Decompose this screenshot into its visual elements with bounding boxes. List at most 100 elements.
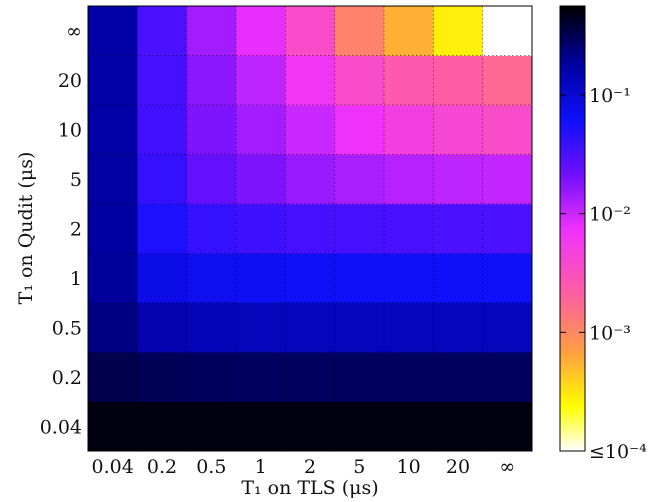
y-tick-label: 2 xyxy=(70,219,82,241)
heatmap-cell xyxy=(433,55,484,106)
x-axis-ticks: 0.04 0.2 0.5 1 2 5 10 20 ∞ xyxy=(92,456,516,478)
heatmap-cell xyxy=(285,401,336,452)
heatmap-cell xyxy=(88,253,138,304)
heatmap-cell xyxy=(384,6,434,56)
colorbar-tick-label: ≤10⁻⁴ xyxy=(589,441,647,463)
heatmap-cell xyxy=(186,154,237,205)
heatmap-cell xyxy=(384,104,434,155)
heatmap-cell xyxy=(186,203,237,254)
heatmap-cell xyxy=(285,154,336,205)
heatmap-cell xyxy=(186,401,237,452)
heatmap-cell xyxy=(433,154,484,205)
heatmap-cell xyxy=(285,253,336,304)
heatmap-cell xyxy=(137,154,188,205)
heatmap-cell xyxy=(137,302,188,353)
heatmap-cell xyxy=(186,253,237,304)
colorbar xyxy=(559,5,586,452)
x-tick-label: 2 xyxy=(304,456,316,478)
plot-frame xyxy=(87,5,533,452)
y-tick-label: 20 xyxy=(58,70,82,92)
heatmap-cell xyxy=(186,352,237,403)
x-tick-label: 10 xyxy=(397,456,421,478)
heatmap-cells xyxy=(88,6,533,452)
heatmap-cell xyxy=(482,253,533,304)
heatmap-cell xyxy=(236,104,286,155)
heatmap-cell xyxy=(285,104,336,155)
heatmap-cell xyxy=(482,352,533,403)
heatmap-cell xyxy=(482,302,533,353)
heatmap-cell xyxy=(334,154,385,205)
heatmap-cell xyxy=(88,55,138,106)
x-axis-label: T₁ on TLS (μs) xyxy=(241,477,378,499)
heatmap-cell xyxy=(236,401,286,452)
heatmap-cell xyxy=(433,203,484,254)
heatmap-cell xyxy=(137,6,188,56)
heatmap-cell xyxy=(384,203,434,254)
heatmap-cell xyxy=(433,104,484,155)
heatmap-cell xyxy=(384,55,434,106)
colorbar-tick-label: 10⁻³ xyxy=(589,322,631,344)
heatmap-cell xyxy=(334,104,385,155)
heatmap-cell xyxy=(186,104,237,155)
heatmap-cell xyxy=(433,6,484,56)
heatmap-cell xyxy=(88,401,138,452)
heatmap-cell xyxy=(334,302,385,353)
x-tick-label: 0.5 xyxy=(196,456,226,478)
heatmap-cell xyxy=(285,352,336,403)
heatmap-cell xyxy=(88,302,138,353)
heatmap-cell xyxy=(285,203,336,254)
y-axis-label: T₁ on Qudit (μs) xyxy=(15,152,37,305)
heatmap-cell xyxy=(433,352,484,403)
heatmap-cell xyxy=(482,154,533,205)
heatmap-cell xyxy=(236,6,286,56)
heatmap-cell xyxy=(384,352,434,403)
colorbar-ticks: 10⁻¹ 10⁻² 10⁻³ ≤10⁻⁴ xyxy=(560,85,647,463)
heatmap-cell xyxy=(384,302,434,353)
heatmap-cell xyxy=(482,401,533,452)
heatmap-cell xyxy=(285,302,336,353)
heatmap-cell xyxy=(236,253,286,304)
heatmap-cell xyxy=(433,302,484,353)
heatmap-cell xyxy=(334,253,385,304)
heatmap-cell xyxy=(88,352,138,403)
heatmap-cell xyxy=(137,55,188,106)
y-tick-label: 0.2 xyxy=(52,367,82,389)
y-tick-label: 10 xyxy=(58,120,82,142)
heatmap-cell xyxy=(186,55,237,106)
heatmap-cell xyxy=(433,401,484,452)
heatmap-cell xyxy=(384,253,434,304)
heatmap-cell xyxy=(334,55,385,106)
heatmap-cell xyxy=(334,6,385,56)
heatmap-cell xyxy=(433,253,484,304)
heatmap-cell xyxy=(236,203,286,254)
heatmap-cell xyxy=(88,104,138,155)
y-tick-label: 0.5 xyxy=(52,317,82,339)
colorbar-tick-label: 10⁻² xyxy=(589,204,631,226)
heatmap-cell xyxy=(88,6,138,56)
heatmap-cell xyxy=(482,55,533,106)
x-tick-label: 20 xyxy=(446,456,470,478)
y-tick-label: 0.04 xyxy=(40,416,82,438)
heatmap-cell xyxy=(236,55,286,106)
y-tick-label: ∞ xyxy=(66,21,82,43)
heatmap-cell xyxy=(137,203,188,254)
heatmap-cell xyxy=(137,401,188,452)
y-tick-label: 5 xyxy=(70,169,82,191)
heatmap-cell xyxy=(334,352,385,403)
heatmap-cell xyxy=(482,104,533,155)
heatmap-cell xyxy=(137,352,188,403)
heatmap-cell xyxy=(482,6,533,56)
y-tick-label: 1 xyxy=(70,268,82,290)
heatmap-cell xyxy=(285,55,336,106)
heatmap-cell xyxy=(384,154,434,205)
colorbar-tick-label: 10⁻¹ xyxy=(589,85,631,107)
heatmap-cell xyxy=(236,302,286,353)
y-axis-ticks: 0.04 0.2 0.5 1 2 5 10 20 ∞ xyxy=(40,21,82,439)
x-tick-label: 1 xyxy=(255,456,267,478)
heatmap-cell xyxy=(334,203,385,254)
heatmap-cell xyxy=(285,6,336,56)
x-tick-label: 0.04 xyxy=(92,456,134,478)
heatmap-cell xyxy=(88,203,138,254)
x-tick-label: ∞ xyxy=(499,456,515,478)
